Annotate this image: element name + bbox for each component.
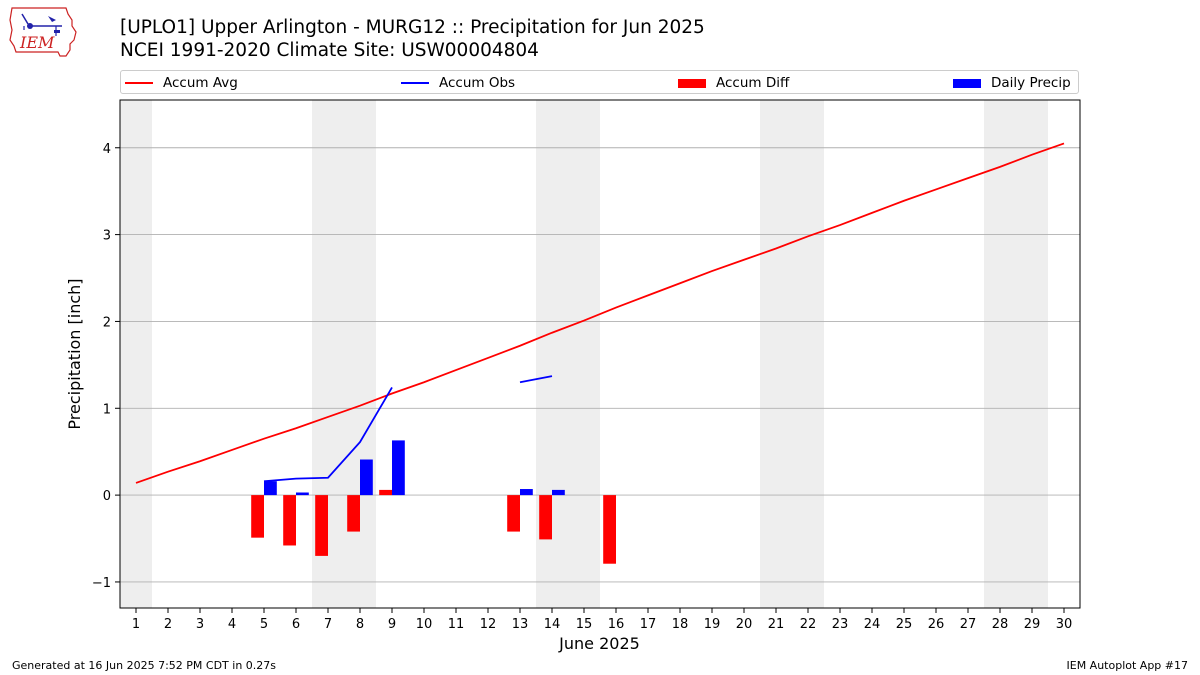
x-tick-label: 14	[544, 617, 561, 632]
y-tick-label: 4	[103, 142, 111, 157]
weekend-band	[792, 100, 824, 608]
x-tick-label: 17	[640, 617, 657, 632]
legend-item-accum-avg: Accum Avg	[125, 74, 238, 92]
daily-precip-bar	[392, 440, 405, 496]
x-tick-label: 10	[416, 617, 433, 632]
daily-precip-bar	[296, 492, 309, 496]
daily-precip-bar	[264, 481, 277, 496]
plot-frame	[119, 99, 1081, 609]
x-tick-label: 23	[832, 617, 849, 632]
x-tick-label: 3	[196, 617, 204, 632]
footer-app: IEM Autoplot App #17	[1066, 659, 1189, 672]
legend-label-daily-precip: Daily Precip	[991, 75, 1071, 91]
accum-diff-bar	[283, 495, 296, 546]
accum-obs-line	[263, 386, 393, 483]
x-tick-label: 6	[292, 617, 300, 632]
x-tick-label: 1	[132, 617, 140, 632]
weekend-band	[984, 100, 1016, 608]
legend-item-accum-diff: Accum Diff	[678, 74, 789, 92]
x-tick-label: 16	[608, 617, 625, 632]
x-tick-label: 9	[388, 617, 396, 632]
legend-item-accum-obs: Accum Obs	[401, 74, 515, 92]
accum-diff-bar	[507, 495, 520, 532]
x-tick-label: 18	[672, 617, 689, 632]
x-tick-label: 30	[1056, 617, 1073, 632]
iem-logo: IEM	[9, 7, 77, 57]
x-tick-label: 25	[896, 617, 913, 632]
weekend-band	[1016, 100, 1048, 608]
chart-subtitle: NCEI 1991-2020 Climate Site: USW00004804	[120, 40, 539, 61]
footer-generated: Generated at 16 Jun 2025 7:52 PM CDT in …	[12, 659, 277, 672]
daily-precip-bar	[360, 459, 373, 496]
legend-label-accum-avg: Accum Avg	[163, 75, 238, 91]
accum-diff-swatch	[678, 78, 706, 88]
legend: Accum Avg Accum Obs Accum Diff Daily Pre…	[120, 70, 1079, 94]
accum-diff-bar	[603, 495, 616, 564]
x-tick-label: 27	[960, 617, 977, 632]
weekend-band	[760, 100, 792, 608]
chart-title: [UPLO1] Upper Arlington - MURG12 :: Prec…	[120, 17, 705, 38]
x-tick-label: 11	[448, 617, 465, 632]
x-tick-label: 13	[512, 617, 529, 632]
accum-diff-bar	[251, 495, 264, 538]
accum-diff-bar	[315, 495, 328, 556]
x-tick-label: 2	[164, 617, 172, 632]
y-tick-label: 3	[103, 229, 111, 244]
x-tick-label: 4	[228, 617, 236, 632]
x-tick-label: 26	[928, 617, 945, 632]
x-tick-label: 19	[704, 617, 721, 632]
y-tick-label: 0	[103, 489, 111, 504]
daily-precip-bar	[520, 489, 533, 496]
x-tick-label: 22	[800, 617, 817, 632]
legend-label-accum-diff: Accum Diff	[716, 75, 790, 91]
weekend-band	[120, 100, 152, 608]
iem-logo-text: IEM	[19, 33, 55, 52]
y-tick-label: −1	[92, 576, 111, 591]
accum-obs-line	[519, 375, 553, 384]
x-tick-label: 28	[992, 617, 1009, 632]
x-tick-label: 5	[260, 617, 268, 632]
weekend-band	[344, 100, 376, 608]
accum-avg-line	[135, 142, 1065, 484]
legend-label-accum-obs: Accum Obs	[439, 75, 516, 91]
x-tick-label: 29	[1024, 617, 1041, 632]
daily-precip-bar	[552, 489, 565, 496]
x-tick-label: 12	[480, 617, 497, 632]
x-tick-label: 21	[768, 617, 785, 632]
accum-diff-bar	[347, 495, 360, 532]
x-tick-label: 7	[324, 617, 332, 632]
accum-diff-bar	[539, 495, 552, 540]
x-axis-label: June 2025	[558, 634, 640, 653]
y-tick-label: 2	[103, 315, 111, 330]
x-tick-label: 24	[864, 617, 881, 632]
legend-item-daily-precip: Daily Precip	[953, 74, 1071, 92]
accum-obs-swatch	[401, 82, 429, 84]
daily-precip-swatch	[953, 78, 981, 88]
x-tick-label: 20	[736, 617, 753, 632]
y-tick-label: 1	[103, 402, 111, 417]
x-tick-label: 15	[576, 617, 593, 632]
weekend-band	[568, 100, 600, 608]
accum-avg-swatch	[125, 82, 153, 84]
accum-diff-bar	[379, 489, 392, 496]
y-axis-label: Precipitation [inch]	[65, 278, 84, 429]
x-tick-label: 8	[356, 617, 364, 632]
